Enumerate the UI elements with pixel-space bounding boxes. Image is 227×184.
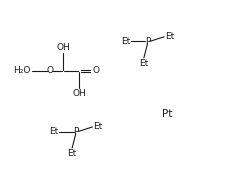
- Text: Et: Et: [139, 59, 148, 68]
- Text: O: O: [47, 66, 54, 75]
- Text: Et: Et: [67, 149, 77, 158]
- Text: H₂O: H₂O: [13, 66, 31, 75]
- Text: Et: Et: [93, 123, 103, 131]
- Text: O: O: [92, 66, 99, 75]
- Text: P: P: [145, 37, 150, 46]
- Text: P: P: [73, 127, 79, 136]
- Text: OH: OH: [73, 89, 86, 98]
- Text: OH: OH: [56, 43, 70, 52]
- Text: Et: Et: [49, 127, 58, 136]
- Text: Pt: Pt: [162, 109, 172, 119]
- Text: Et: Et: [165, 32, 174, 41]
- Text: Et: Et: [121, 37, 130, 46]
